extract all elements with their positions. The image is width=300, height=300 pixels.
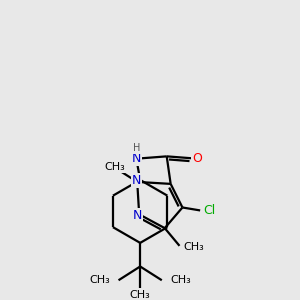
Text: CH₃: CH₃: [171, 275, 191, 285]
Text: N: N: [131, 174, 141, 188]
Text: CH₃: CH₃: [130, 290, 151, 300]
Text: Cl: Cl: [203, 204, 215, 217]
Text: CH₃: CH₃: [183, 242, 204, 252]
Text: CH₃: CH₃: [104, 162, 125, 172]
Text: N: N: [133, 209, 142, 222]
Text: O: O: [192, 152, 202, 165]
Text: N: N: [131, 152, 141, 165]
Text: H: H: [133, 143, 140, 154]
Text: CH₃: CH₃: [89, 275, 110, 285]
